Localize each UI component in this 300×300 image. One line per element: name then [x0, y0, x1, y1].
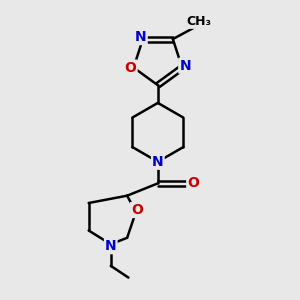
Text: O: O: [187, 176, 199, 190]
Text: N: N: [179, 58, 191, 73]
Text: CH₃: CH₃: [187, 15, 212, 28]
Text: O: O: [131, 203, 143, 217]
Text: N: N: [152, 155, 164, 169]
Text: O: O: [125, 61, 136, 75]
Text: N: N: [105, 239, 117, 253]
Text: N: N: [135, 30, 147, 44]
